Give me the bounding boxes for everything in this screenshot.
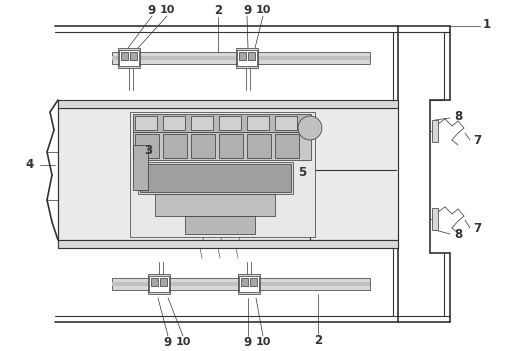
Text: 1: 1 [483, 19, 491, 32]
Bar [112, 52, 370, 64]
Text: 4: 4 [26, 159, 34, 172]
Text: 8: 8 [454, 227, 462, 240]
Bar [237, 50, 257, 66]
Bar [247, 116, 269, 130]
Bar [163, 134, 187, 158]
Text: 10: 10 [159, 5, 175, 15]
Bar [248, 52, 255, 60]
Text: 9: 9 [244, 336, 252, 349]
Bar [121, 52, 128, 60]
Bar [241, 278, 248, 286]
Bar [133, 132, 311, 160]
Bar [58, 240, 398, 248]
Text: 9: 9 [164, 336, 172, 349]
Bar [112, 278, 370, 290]
Bar [238, 274, 260, 294]
Bar [135, 134, 159, 158]
Bar [236, 48, 258, 68]
Bar [239, 276, 259, 292]
Bar [149, 276, 169, 292]
Circle shape [298, 116, 322, 140]
Bar [148, 274, 170, 294]
Bar [247, 134, 271, 158]
Bar [140, 164, 291, 192]
Text: 7: 7 [473, 133, 481, 146]
Bar [130, 52, 137, 60]
Bar [191, 134, 215, 158]
Text: 2: 2 [214, 5, 222, 18]
Bar [112, 56, 370, 60]
Bar [239, 52, 246, 60]
Text: 2: 2 [314, 333, 322, 346]
Bar [275, 116, 297, 130]
Bar [219, 134, 243, 158]
Bar [160, 278, 167, 286]
Text: 3: 3 [144, 144, 152, 157]
Bar [185, 216, 255, 234]
Bar [432, 120, 438, 142]
Text: 7: 7 [473, 221, 481, 234]
Bar [138, 162, 293, 194]
Bar [135, 116, 157, 130]
Bar [118, 48, 140, 68]
Bar [130, 112, 315, 237]
Text: 9: 9 [148, 4, 156, 16]
Bar [119, 50, 139, 66]
Text: 5: 5 [298, 166, 306, 179]
Text: 10: 10 [256, 5, 271, 15]
Bar [191, 116, 213, 130]
Polygon shape [58, 108, 398, 240]
Text: 9: 9 [243, 4, 251, 16]
Bar [219, 116, 241, 130]
Bar [250, 278, 257, 286]
Bar [275, 134, 299, 158]
Bar [58, 100, 398, 108]
Bar [432, 208, 438, 230]
Text: 8: 8 [454, 110, 462, 122]
Bar [112, 282, 370, 286]
Bar [163, 116, 185, 130]
Bar [133, 145, 148, 190]
Bar [155, 194, 275, 216]
Text: 10: 10 [256, 337, 271, 347]
Bar [151, 278, 158, 286]
Bar [133, 114, 311, 132]
Text: 10: 10 [175, 337, 191, 347]
